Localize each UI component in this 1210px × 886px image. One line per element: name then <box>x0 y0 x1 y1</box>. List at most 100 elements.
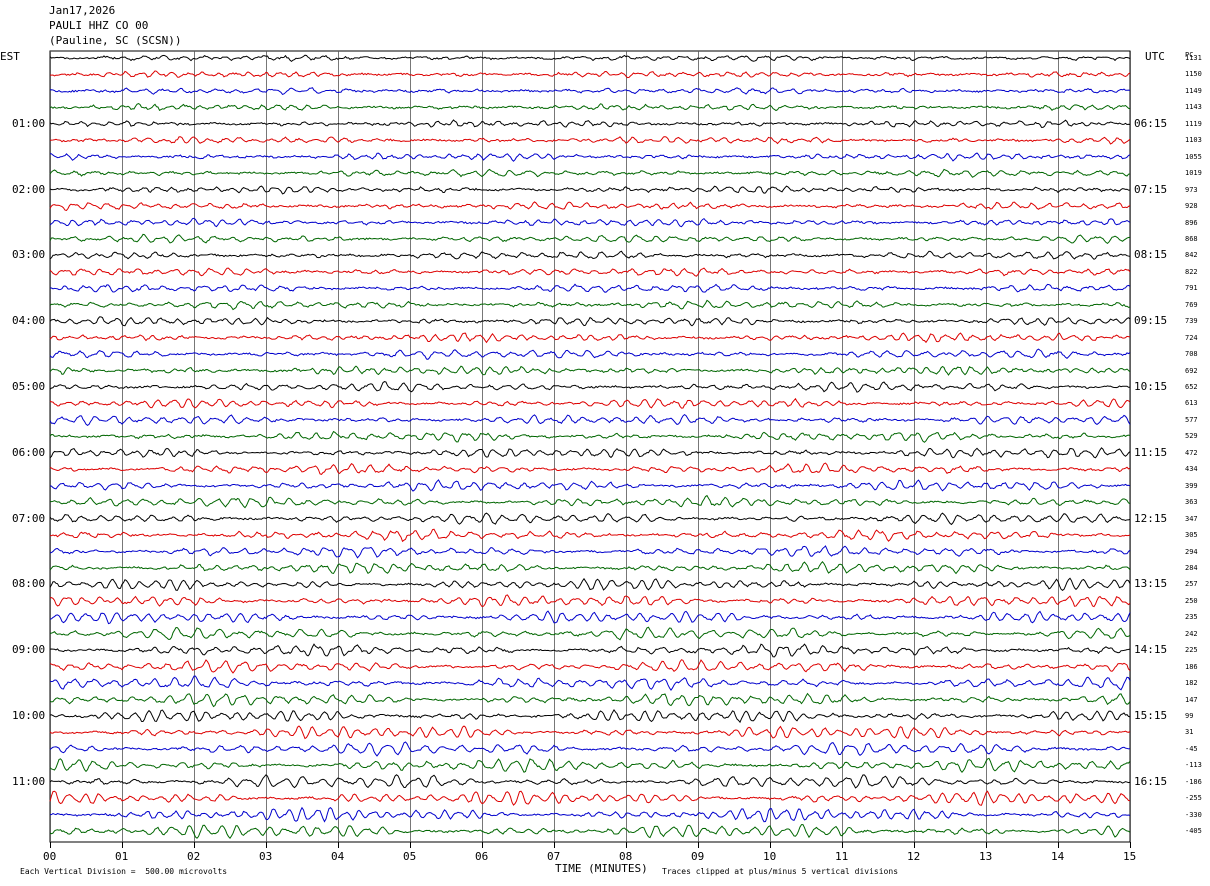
pc-value-label: 363 <box>1185 498 1198 507</box>
trace-line <box>49 233 1131 245</box>
pc-value-label: 739 <box>1185 317 1198 326</box>
pc-value-label: 973 <box>1185 185 1198 194</box>
trace-line <box>49 348 1131 360</box>
trace-line <box>49 136 1131 145</box>
pc-value-label: 31 <box>1185 728 1194 737</box>
pc-value-label: 791 <box>1185 284 1198 293</box>
pc-value-label: 225 <box>1185 646 1198 655</box>
utc-hour-label: 09:15 <box>1134 314 1168 328</box>
trace-line <box>49 185 1131 195</box>
pc-value-label: -330 <box>1185 810 1202 819</box>
pc-value-label: 613 <box>1185 399 1198 408</box>
trace-line <box>49 659 1131 674</box>
est-hour-label: 04:00 <box>12 314 46 328</box>
trace-line <box>49 413 1131 426</box>
pc-value-label: 1131 <box>1185 54 1202 62</box>
pc-value-label: 842 <box>1185 251 1198 260</box>
x-tick-label: 03 <box>259 850 273 863</box>
utc-hour-label: 15:15 <box>1134 709 1168 722</box>
pc-value-label: 284 <box>1185 563 1198 572</box>
pc-value-label: 692 <box>1185 366 1198 375</box>
trace-line <box>49 643 1131 658</box>
pc-value-label: 399 <box>1185 481 1198 490</box>
pc-value-label: 708 <box>1185 350 1198 359</box>
trace-line <box>49 757 1131 774</box>
pc-value-label: -186 <box>1185 777 1202 786</box>
trace-line <box>49 626 1131 641</box>
utc-hour-label: 12:15 <box>1134 511 1168 525</box>
est-hour-label: 03:00 <box>12 248 46 262</box>
trace-line <box>49 512 1131 526</box>
est-hour-label: 06:00 <box>12 445 46 459</box>
pc-value-label: 1055 <box>1185 152 1202 161</box>
trace-line <box>49 168 1131 178</box>
pc-value-label: 896 <box>1185 218 1198 227</box>
pc-value-label: 472 <box>1185 448 1198 457</box>
trace-line <box>49 528 1131 543</box>
trace-line <box>49 397 1131 409</box>
pc-value-label: 147 <box>1185 695 1198 704</box>
trace-line <box>49 675 1131 691</box>
x-tick-label: 13 <box>979 850 993 863</box>
pc-value-label: 305 <box>1185 531 1198 540</box>
pc-value-label: 868 <box>1185 234 1198 243</box>
pc-value-label: 822 <box>1185 267 1198 276</box>
x-tick-label: 09 <box>691 850 705 863</box>
header-station: PAULI HHZ CO 00 <box>49 19 149 32</box>
utc-hour-label: 08:15 <box>1134 248 1168 262</box>
pc-value-label: 294 <box>1185 547 1198 556</box>
trace-line <box>49 430 1131 443</box>
est-hour-label: 02:00 <box>12 182 46 196</box>
trace-line <box>49 119 1131 128</box>
trace-line <box>49 152 1131 162</box>
pc-value-label: 577 <box>1185 415 1198 424</box>
pc-value-label: 257 <box>1185 580 1198 589</box>
trace-line <box>49 494 1131 509</box>
utc-hour-label: 11:15 <box>1134 445 1168 459</box>
trace-line <box>49 824 1131 839</box>
x-tick-label: 00 <box>43 850 57 863</box>
pc-column-header: PC <box>1185 51 1194 59</box>
pc-value-label: -45 <box>1185 744 1198 753</box>
trace-line <box>49 708 1131 724</box>
trace-line <box>49 774 1131 789</box>
scale-note: Each Vertical Division = 500.00 microvol… <box>20 867 228 876</box>
right-timezone-label: UTC <box>1145 50 1165 63</box>
x-tick-label: 11 <box>835 850 849 863</box>
pc-value-label: 1119 <box>1185 119 1202 128</box>
x-tick-label: 10 <box>763 850 777 863</box>
pc-value-label: 434 <box>1185 465 1198 474</box>
utc-hour-label: 06:15 <box>1134 116 1168 130</box>
x-axis-title: TIME (MINUTES) <box>555 862 648 875</box>
est-hour-label: 07:00 <box>12 511 46 525</box>
pc-value-label: 529 <box>1185 432 1198 441</box>
pc-value-label: 182 <box>1185 679 1198 688</box>
trace-line <box>49 381 1131 393</box>
trace-line <box>49 725 1131 740</box>
trace-line <box>49 316 1131 327</box>
pc-value-label: 1103 <box>1185 136 1202 145</box>
pc-value-label: 652 <box>1185 383 1198 391</box>
header-location: (Pauline, SC (SCSN)) <box>49 34 182 47</box>
est-hour-label: 10:00 <box>12 709 46 722</box>
est-hour-label: 11:00 <box>12 774 46 788</box>
est-hour-label: 08:00 <box>12 577 46 591</box>
trace-line <box>49 610 1131 625</box>
pc-value-label: 769 <box>1185 300 1198 309</box>
x-tick-label: 12 <box>907 850 921 863</box>
pc-value-label: 1149 <box>1185 86 1202 95</box>
pc-value-label: 724 <box>1185 333 1198 342</box>
est-hour-label: 09:00 <box>12 643 46 657</box>
trace-line <box>49 462 1131 475</box>
x-tick-label: 06 <box>475 850 489 863</box>
trace-line <box>49 54 1131 63</box>
pc-value-label: 250 <box>1185 596 1198 605</box>
pc-value-label: -405 <box>1185 827 1202 836</box>
trace-line <box>49 561 1131 575</box>
pc-value-label: 99 <box>1185 712 1194 720</box>
pc-value-label: 1143 <box>1185 103 1202 112</box>
pc-value-label: 1019 <box>1185 169 1202 178</box>
plot-frame <box>49 50 1131 843</box>
x-tick-label: 07 <box>547 850 561 863</box>
x-tick-label: 15 <box>1123 850 1137 863</box>
